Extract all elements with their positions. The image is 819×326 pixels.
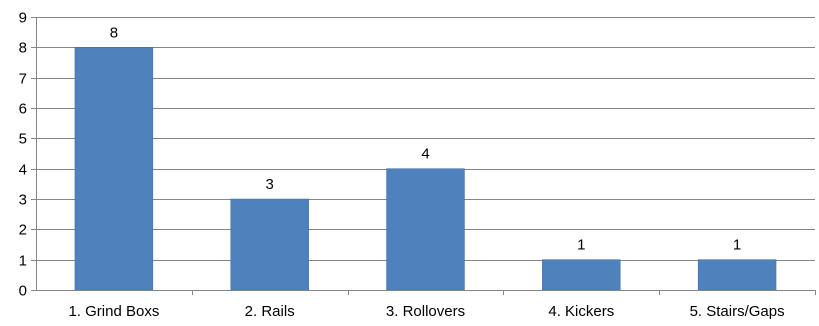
y-tick-label: 5 (19, 131, 27, 148)
y-tick-label: 1 (19, 253, 27, 270)
y-tick-label: 6 (19, 101, 27, 118)
data-label: 4 (421, 146, 429, 163)
data-label: 3 (266, 176, 274, 193)
x-tick-label: 5. Stairs/Gaps (690, 303, 785, 320)
bar-2 (230, 198, 309, 291)
y-tick-label: 9 (19, 10, 27, 27)
x-tick-label: 3. Rollovers (386, 303, 465, 320)
y-tick-label: 7 (19, 71, 27, 88)
y-tick-label: 8 (19, 40, 27, 57)
y-tick-label: 2 (19, 222, 27, 239)
x-tick-label: 2. Rails (245, 303, 295, 320)
labels: 0 1 2 3 4 5 6 7 8 9 1. Grind Boxs 8 2. Rails 3 3. Roll… (19, 10, 785, 321)
x-tick-label: 1. Grind Boxs (68, 303, 159, 320)
data-label: 1 (577, 237, 585, 254)
bar-4 (542, 259, 621, 291)
bars (74, 47, 777, 291)
bar-3 (386, 168, 465, 291)
y-tick-label: 4 (19, 162, 27, 179)
y-tick-label: 0 (19, 283, 27, 300)
data-label: 8 (110, 24, 118, 41)
data-label: 1 (733, 237, 741, 254)
bar-1 (74, 47, 154, 291)
axes (31, 17, 816, 295)
y-tick-label: 3 (19, 192, 27, 209)
bar-5 (697, 259, 777, 291)
gridlines (36, 17, 815, 261)
x-tick-label: 4. Kickers (548, 303, 614, 320)
